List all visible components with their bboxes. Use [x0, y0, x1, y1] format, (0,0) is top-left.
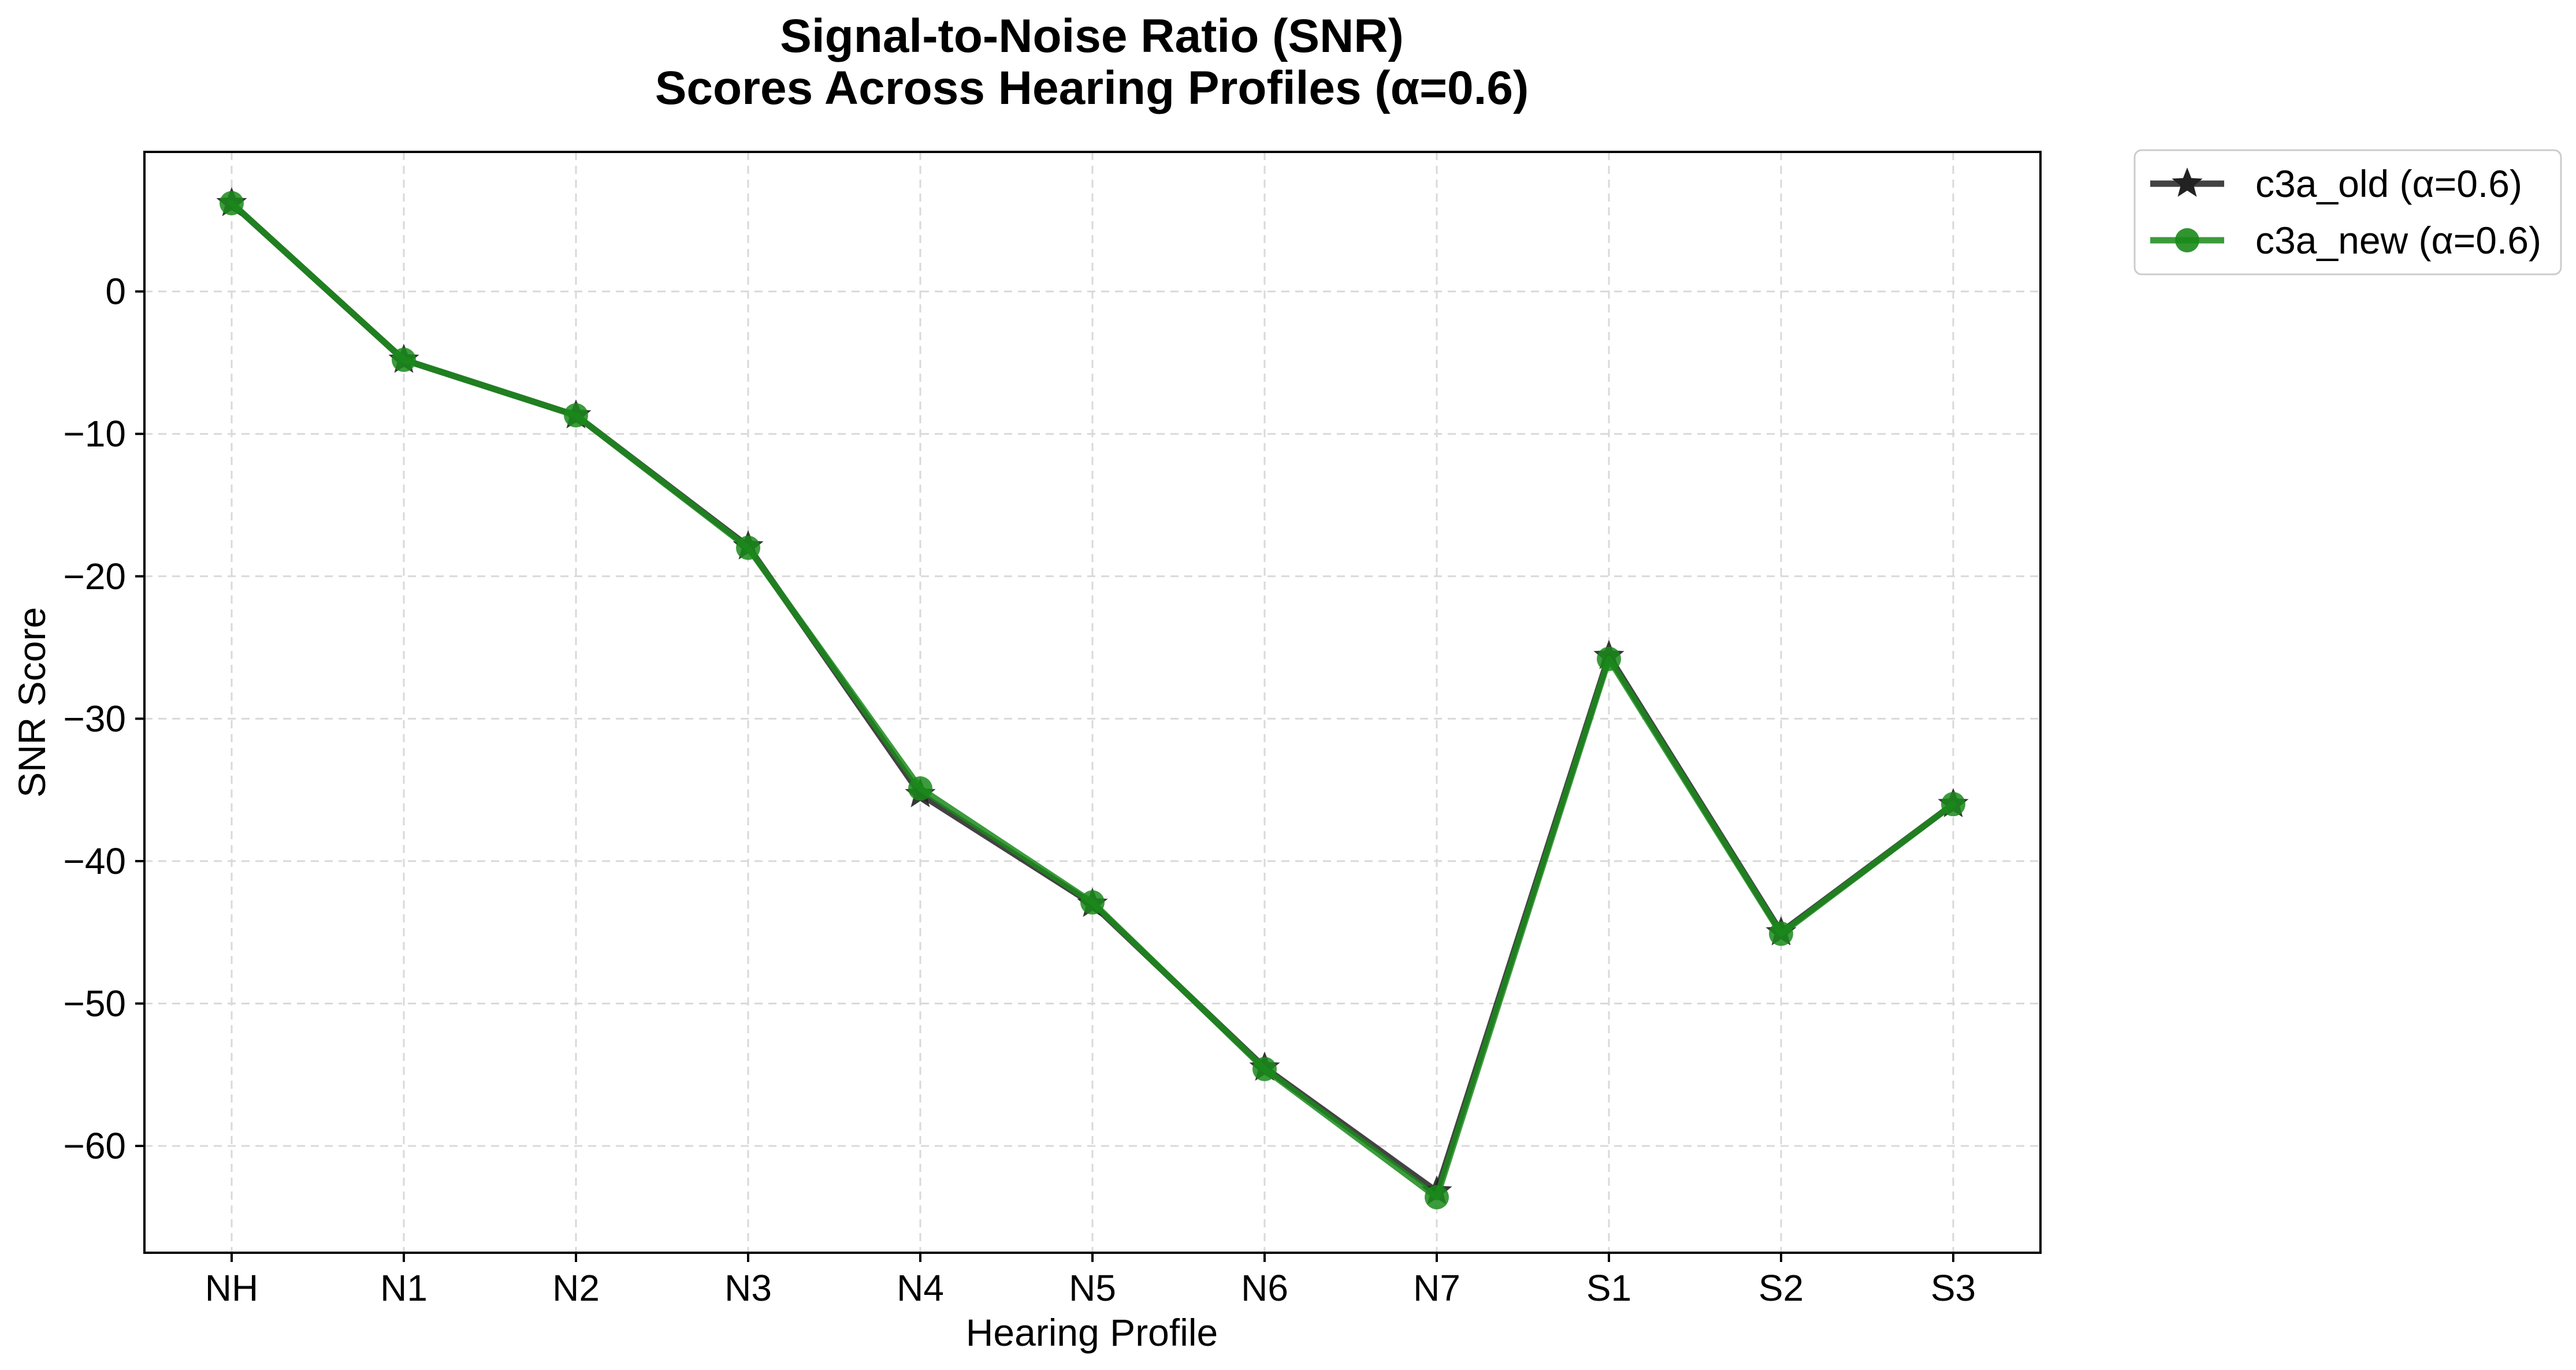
- data-point-circle: [908, 776, 932, 801]
- data-point-circle: [1080, 890, 1105, 915]
- series-group: [216, 187, 1969, 1209]
- chart-title-line-1: Signal-to-Noise Ratio (SNR): [780, 10, 1404, 62]
- x-tick-label: N3: [724, 1267, 772, 1309]
- data-point-circle: [1597, 646, 1621, 671]
- x-axis-label: Hearing Profile: [966, 1311, 1218, 1354]
- data-point-circle: [1769, 921, 1793, 946]
- y-tick-label: 0: [105, 271, 126, 312]
- x-tick-label: S1: [1586, 1267, 1631, 1309]
- legend-frame: [2133, 149, 2562, 276]
- series-circle-group: [220, 191, 1965, 1209]
- y-tick-label: −40: [63, 840, 126, 882]
- x-tick-label: S3: [1931, 1267, 1976, 1309]
- x-tick-label: N4: [897, 1267, 944, 1309]
- y-tick-label: −50: [63, 982, 126, 1024]
- legend-star-marker: [2172, 167, 2203, 197]
- grid: [144, 152, 2040, 1253]
- legend-label: c3a_old (α=0.6): [2255, 162, 2522, 205]
- data-point-circle: [1941, 792, 1965, 817]
- chart-title-line-2: Scores Across Hearing Profiles (α=0.6): [655, 62, 1529, 114]
- y-tick-label: −20: [63, 556, 126, 597]
- data-point-circle: [220, 191, 244, 215]
- y-tick-label: −60: [63, 1125, 126, 1167]
- legend-circle-marker: [2175, 228, 2199, 252]
- axis-ticks: NH N1 N2 N3 N4 N5 N6 N7 S1 S2 S3 0 −10 −20 −30 −40 −50 −6…: [63, 271, 1976, 1309]
- y-tick-label: −10: [63, 413, 126, 455]
- x-tick-label: N7: [1413, 1267, 1460, 1309]
- x-tick-label: N6: [1241, 1267, 1288, 1309]
- legend-label: c3a_new (α=0.6): [2255, 219, 2541, 262]
- data-point-circle: [1252, 1056, 1277, 1081]
- x-tick-label: N5: [1069, 1267, 1116, 1309]
- x-tick-label: S2: [1759, 1267, 1804, 1309]
- data-point-circle: [564, 403, 588, 428]
- legend: c3a_old (α=0.6) c3a_new (α=0.6): [2133, 149, 2562, 276]
- y-tick-label: −30: [63, 698, 126, 739]
- plot-frame: [143, 151, 2042, 1254]
- y-axis-label: SNR Score: [10, 607, 53, 798]
- data-point-circle: [392, 347, 416, 372]
- x-tick-label: N1: [380, 1267, 428, 1309]
- data-point-circle: [1425, 1185, 1449, 1209]
- data-point-circle: [736, 535, 760, 560]
- x-tick-label: N2: [552, 1267, 600, 1309]
- x-tick-label: NH: [205, 1267, 258, 1309]
